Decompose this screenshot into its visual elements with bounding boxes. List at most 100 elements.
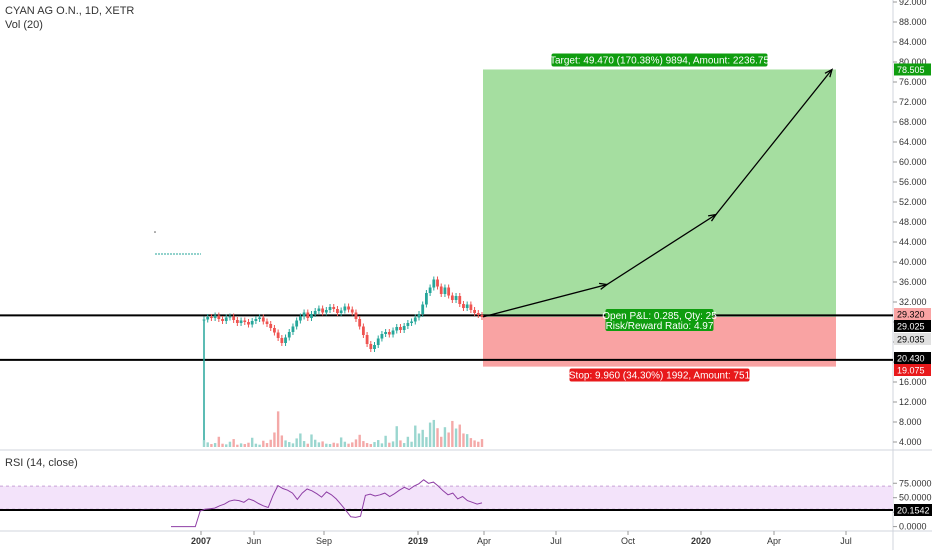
volume-bar[interactable]	[291, 443, 295, 447]
price-candle[interactable]	[210, 317, 213, 318]
price-candle[interactable]	[373, 345, 376, 349]
price-candle[interactable]	[310, 314, 313, 318]
volume-bar[interactable]	[477, 441, 480, 447]
volume-bar[interactable]	[332, 442, 335, 447]
volume-bar[interactable]	[254, 443, 258, 447]
price-candle[interactable]	[443, 287, 447, 295]
volume-bar[interactable]	[365, 443, 369, 447]
volume-bar[interactable]	[425, 437, 428, 447]
chart-title[interactable]: CYAN AG O.N., 1D, XETR	[5, 5, 135, 17]
price-candle[interactable]	[250, 321, 254, 325]
volume-bar[interactable]	[325, 443, 328, 447]
volume-bar[interactable]	[399, 440, 402, 447]
price-candle[interactable]	[439, 286, 443, 295]
volume-bar[interactable]	[328, 444, 332, 447]
volume-bar[interactable]	[310, 434, 313, 447]
volume-bar[interactable]	[480, 439, 484, 447]
price-candle[interactable]	[350, 309, 354, 313]
volume-bar[interactable]	[417, 433, 421, 447]
price-candle[interactable]	[380, 334, 384, 339]
volume-bar[interactable]	[377, 440, 380, 447]
volume-bar[interactable]	[410, 441, 413, 447]
volume-bar[interactable]	[280, 435, 284, 447]
price-candle[interactable]	[273, 328, 276, 333]
price-candle[interactable]	[291, 326, 295, 333]
volume-bar[interactable]	[462, 433, 465, 447]
price-candle[interactable]	[247, 322, 250, 325]
volume-bar[interactable]	[284, 440, 287, 447]
price-candle[interactable]	[343, 306, 347, 311]
price-candle[interactable]	[358, 319, 362, 327]
price-candle[interactable]	[235, 320, 239, 323]
price-candle[interactable]	[425, 293, 428, 305]
price-candle[interactable]	[228, 316, 232, 318]
volume-bar[interactable]	[458, 424, 461, 447]
volume-bar[interactable]	[384, 435, 387, 447]
price-candle[interactable]	[365, 335, 369, 344]
volume-bar[interactable]	[336, 443, 339, 447]
price-candle[interactable]	[321, 308, 325, 313]
price-candle[interactable]	[402, 326, 406, 330]
price-candle[interactable]	[261, 317, 265, 322]
price-candle[interactable]	[280, 338, 284, 343]
price-candle[interactable]	[395, 327, 399, 331]
volume-bar[interactable]	[202, 440, 206, 447]
volume-bar[interactable]	[428, 422, 432, 447]
price-candle[interactable]	[306, 312, 310, 319]
price-candle[interactable]	[224, 317, 228, 322]
volume-bar[interactable]	[213, 443, 217, 447]
volume-bar[interactable]	[295, 438, 298, 447]
volume-bar[interactable]	[243, 444, 246, 447]
volume-bar[interactable]	[451, 420, 454, 447]
price-candle[interactable]	[258, 317, 261, 320]
volume-bar[interactable]	[221, 443, 224, 447]
price-candle[interactable]	[413, 317, 417, 322]
volume-bar[interactable]	[210, 444, 213, 447]
volume-bar[interactable]	[258, 444, 261, 447]
volume-bar[interactable]	[265, 443, 269, 447]
volume-bar[interactable]	[317, 442, 321, 447]
volume-bar[interactable]	[443, 427, 447, 447]
price-candle[interactable]	[369, 344, 373, 349]
volume-bar[interactable]	[402, 443, 406, 447]
price-candle[interactable]	[217, 315, 221, 320]
volume-bar[interactable]	[232, 439, 235, 447]
volume-bar[interactable]	[406, 436, 410, 447]
volume-bar[interactable]	[225, 444, 228, 447]
volume-bar[interactable]	[339, 437, 343, 447]
volume-bar[interactable]	[454, 428, 458, 447]
price-candle[interactable]	[324, 310, 328, 313]
volume-bar[interactable]	[206, 442, 209, 447]
price-candle[interactable]	[302, 312, 306, 317]
volume-bar[interactable]	[465, 434, 469, 447]
price-candle[interactable]	[458, 296, 462, 304]
volume-bar[interactable]	[228, 441, 232, 447]
price-candle[interactable]	[298, 316, 302, 321]
price-candle[interactable]	[399, 327, 402, 330]
volume-bar[interactable]	[369, 444, 372, 447]
volume-bar[interactable]	[473, 440, 476, 447]
price-candle[interactable]	[432, 279, 436, 288]
price-candle[interactable]	[391, 330, 395, 335]
price-candle[interactable]	[447, 287, 451, 296]
price-candle[interactable]	[265, 321, 269, 325]
volume-bar[interactable]	[436, 428, 439, 447]
price-candle[interactable]	[276, 332, 280, 339]
price-candle[interactable]	[462, 304, 465, 308]
price-candle[interactable]	[232, 316, 236, 321]
volume-bar[interactable]	[262, 440, 265, 447]
volume-bar[interactable]	[217, 436, 221, 447]
price-candle[interactable]	[454, 296, 458, 300]
price-candle[interactable]	[473, 310, 476, 313]
price-candle[interactable]	[287, 332, 291, 338]
volume-bar[interactable]	[321, 441, 324, 447]
volume-bar[interactable]	[391, 441, 395, 447]
volume-bar[interactable]	[432, 419, 436, 447]
volume-bar[interactable]	[347, 443, 350, 447]
price-candle[interactable]	[421, 304, 425, 315]
price-candle[interactable]	[313, 311, 317, 314]
price-candle[interactable]	[361, 326, 365, 336]
volume-bar[interactable]	[273, 432, 276, 447]
price-candle[interactable]	[354, 312, 358, 320]
volume-bar[interactable]	[239, 443, 243, 447]
